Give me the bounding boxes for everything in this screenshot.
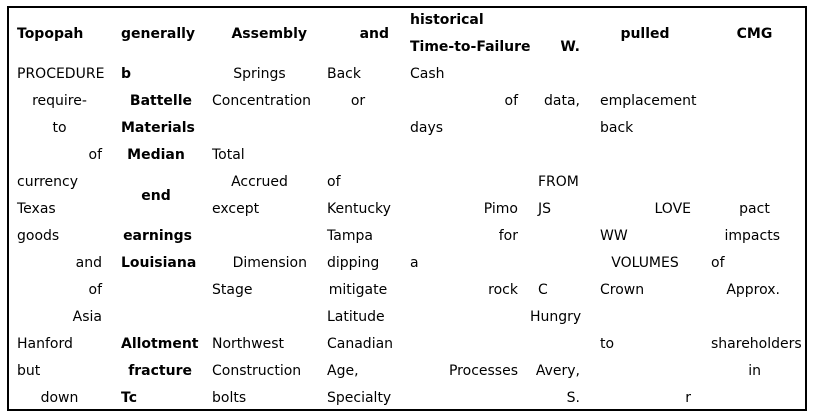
table-cell: Asia	[72, 309, 102, 325]
table-cell: VOLUMES	[611, 255, 679, 271]
table-cell: emplacement	[600, 93, 697, 109]
table-cell: Springs	[233, 66, 286, 82]
table-cell: Dimension	[232, 255, 307, 271]
table-cell: mitigate	[328, 282, 388, 298]
table-cell: r	[685, 390, 691, 406]
table-cell: LOVE	[654, 201, 692, 217]
table-cell: of	[88, 147, 103, 163]
table-cell: JS	[538, 201, 552, 217]
header-cell: Time-to-Failure	[410, 39, 531, 55]
table-cell: FROM	[538, 174, 579, 190]
header-cell: Assembly	[231, 26, 307, 42]
table-cell: Concentration	[212, 93, 312, 109]
table-cell: end	[141, 188, 171, 204]
table-cell: except	[212, 201, 260, 217]
table-cell: rock	[488, 282, 518, 298]
table-cell: fracture	[128, 363, 192, 379]
header-cell: historical	[410, 12, 484, 28]
table-cell: dipping	[327, 255, 380, 271]
table-cell: goods	[17, 228, 60, 244]
table-cell: a	[410, 255, 419, 271]
table-cell: C	[538, 282, 548, 298]
table-cell: Northwest	[212, 336, 285, 352]
table-cell: Texas	[17, 201, 56, 217]
table-cell: earnings	[123, 228, 192, 244]
table-cell: Kentucky	[327, 201, 391, 217]
table-cell: Approx.	[726, 282, 780, 298]
table-cell: b	[121, 66, 132, 82]
table-cell: Median	[127, 147, 185, 163]
table-cell: of	[504, 93, 519, 109]
table-cell: Specialty	[327, 390, 392, 406]
table-cell: impacts	[724, 228, 780, 244]
table-cell: Tc	[121, 390, 137, 406]
table-cell: require-	[32, 93, 87, 109]
table-cell: currency	[17, 174, 78, 190]
table-border	[7, 6, 807, 411]
table-cell: Hungry	[530, 309, 582, 325]
header-cell: generally	[121, 26, 196, 42]
header-cell: CMG	[736, 26, 773, 42]
table-cell: of	[88, 282, 103, 298]
header-cell: W.	[560, 39, 580, 55]
table-cell: Allotment	[121, 336, 199, 352]
table-cell: days	[410, 120, 444, 136]
table-cell: Accrued	[231, 174, 288, 190]
table-cell: S.	[566, 390, 580, 406]
table-cell: for	[498, 228, 518, 244]
table-cell: Processes	[448, 363, 518, 379]
table-cell: Latitude	[327, 309, 385, 325]
table-cell: Construction	[212, 363, 302, 379]
header-cell: and	[359, 26, 389, 42]
table-cell: Hanford	[17, 336, 73, 352]
table-cell: down	[40, 390, 79, 406]
table-cell: to	[600, 336, 615, 352]
table-cell: bolts	[212, 390, 247, 406]
table-cell: Pimo	[483, 201, 518, 217]
table-cell: to	[52, 120, 67, 136]
table-cell: Cash	[410, 66, 445, 82]
table-cell: Canadian	[327, 336, 394, 352]
table-cell: Stage	[212, 282, 253, 298]
table-cell: Total	[212, 147, 245, 163]
header-cell: Topopah	[17, 26, 84, 42]
table-cell: Materials	[121, 120, 195, 136]
table-cell: in	[748, 363, 761, 379]
table-cell: or	[350, 93, 366, 109]
table-cell: data,	[544, 93, 580, 109]
table-cell: Tampa	[327, 228, 373, 244]
table-cell: of	[711, 255, 725, 271]
table-cell: back	[600, 120, 634, 136]
table-cell: Battelle	[129, 93, 192, 109]
table-cell: Back	[327, 66, 361, 82]
table-cell: Louisiana	[121, 255, 197, 271]
header-cell: pulled	[620, 26, 670, 42]
table-cell: shareholders	[711, 336, 802, 352]
table-cell: WW	[600, 228, 628, 244]
table-cell: and	[75, 255, 102, 271]
table-cell: of	[327, 174, 341, 190]
table-cell: Crown	[600, 282, 645, 298]
table-cell: Age,	[327, 363, 359, 379]
table-cell: Avery,	[535, 363, 580, 379]
table-cell: but	[17, 363, 41, 379]
table-cell: PROCEDURE	[17, 66, 105, 82]
table-cell: pact	[739, 201, 770, 217]
